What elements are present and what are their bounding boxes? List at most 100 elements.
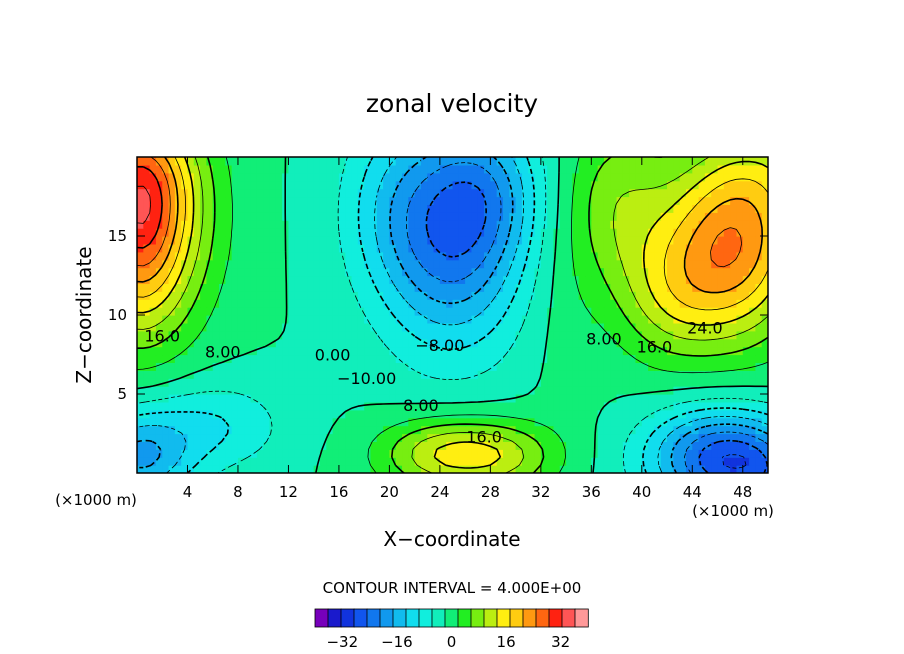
heatmap-cell xyxy=(446,441,454,450)
heatmap-cell xyxy=(521,433,529,442)
heatmap-cell xyxy=(648,204,656,213)
heatmap-cell xyxy=(578,362,586,371)
heatmap-cell xyxy=(143,196,151,205)
x-tick-label: 48 xyxy=(733,483,752,501)
heatmap-cell xyxy=(256,449,264,458)
heatmap-cell xyxy=(654,275,662,284)
heatmap-cell xyxy=(566,212,573,221)
heatmap-cell xyxy=(294,196,302,205)
heatmap-cell xyxy=(212,322,220,332)
heatmap-cell xyxy=(307,275,315,284)
heatmap-cell xyxy=(231,283,239,292)
heatmap-cell xyxy=(673,378,681,387)
heatmap-cell xyxy=(162,188,170,198)
heatmap-cell xyxy=(679,307,687,316)
heatmap-cell xyxy=(389,330,397,340)
heatmap-cell xyxy=(673,465,681,473)
heatmap-cell xyxy=(654,457,662,466)
heatmap-cell xyxy=(206,299,214,308)
heatmap-cell xyxy=(263,172,271,182)
heatmap-cell xyxy=(547,220,555,229)
heatmap-cell xyxy=(616,394,624,403)
heatmap-cell xyxy=(376,425,384,435)
heatmap-cell xyxy=(288,212,296,221)
heatmap-cell xyxy=(231,386,239,395)
heatmap-cell xyxy=(704,220,712,229)
heatmap-cell xyxy=(465,283,473,292)
heatmap-cell xyxy=(307,409,315,419)
heatmap-cell xyxy=(149,401,157,411)
heatmap-cell xyxy=(137,259,144,269)
heatmap-cell xyxy=(256,386,264,395)
heatmap-cell xyxy=(174,267,182,277)
heatmap-cell xyxy=(307,315,315,324)
heatmap-cell xyxy=(181,283,189,292)
heatmap-cell xyxy=(200,243,208,253)
heatmap-cell xyxy=(502,164,510,174)
heatmap-cell xyxy=(742,243,750,253)
heatmap-cell xyxy=(269,449,277,458)
heatmap-cell xyxy=(219,362,226,371)
heatmap-cell xyxy=(326,409,334,419)
heatmap-cell xyxy=(364,212,372,221)
heatmap-cell xyxy=(206,465,214,473)
heatmap-cell xyxy=(288,196,296,205)
heatmap-cell xyxy=(717,291,725,300)
heatmap-cell xyxy=(326,164,334,174)
heatmap-cell xyxy=(433,346,441,356)
heatmap-cell xyxy=(212,449,220,458)
heatmap-cell xyxy=(484,449,491,458)
heatmap-cell xyxy=(515,338,523,348)
heatmap-cell xyxy=(629,188,637,198)
heatmap-cell xyxy=(484,291,491,300)
heatmap-cell xyxy=(667,417,674,427)
heatmap-cell xyxy=(667,275,674,284)
heatmap-cell xyxy=(193,228,201,237)
heatmap-cell xyxy=(193,236,201,245)
heatmap-cell xyxy=(326,394,334,403)
heatmap-cell xyxy=(698,401,706,411)
heatmap-cell xyxy=(357,283,365,292)
heatmap-cell xyxy=(181,394,189,403)
heatmap-cell xyxy=(610,196,618,205)
heatmap-cell xyxy=(307,164,315,174)
heatmap-cell xyxy=(414,164,422,174)
heatmap-cell xyxy=(301,354,308,363)
heatmap-cell xyxy=(301,259,308,269)
heatmap-cell xyxy=(301,330,308,340)
heatmap-cell xyxy=(578,228,586,237)
heatmap-cell xyxy=(307,441,315,450)
heatmap-cell xyxy=(749,465,756,473)
heatmap-cell xyxy=(629,465,637,473)
heatmap-cell xyxy=(225,433,233,442)
heatmap-cell xyxy=(578,275,586,284)
heatmap-cell xyxy=(496,243,504,253)
heatmap-cell xyxy=(237,409,245,419)
heatmap-cell xyxy=(654,315,662,324)
heatmap-cell xyxy=(742,307,750,316)
heatmap-cell xyxy=(294,220,302,229)
heatmap-cell xyxy=(275,188,283,198)
heatmap-cell xyxy=(736,354,744,363)
heatmap-cell xyxy=(698,441,706,450)
heatmap-cell xyxy=(610,425,618,435)
heatmap-cell xyxy=(256,362,264,371)
heatmap-cell xyxy=(679,157,687,166)
heatmap-cell xyxy=(439,315,447,324)
heatmap-cell xyxy=(193,409,201,419)
heatmap-cell xyxy=(383,409,390,419)
heatmap-cell xyxy=(528,465,536,473)
heatmap-cell xyxy=(692,299,700,308)
heatmap-cell xyxy=(439,172,447,182)
heatmap-cell xyxy=(181,386,189,395)
heatmap-cell xyxy=(452,212,460,221)
heatmap-cell xyxy=(641,172,649,182)
heatmap-cell xyxy=(307,378,315,387)
heatmap-cell xyxy=(345,212,353,221)
heatmap-cell xyxy=(622,212,630,221)
heatmap-cell xyxy=(578,307,586,316)
heatmap-cell xyxy=(528,196,536,205)
heatmap-cell xyxy=(572,267,580,277)
heatmap-cell xyxy=(256,180,264,190)
heatmap-cell xyxy=(332,465,340,473)
